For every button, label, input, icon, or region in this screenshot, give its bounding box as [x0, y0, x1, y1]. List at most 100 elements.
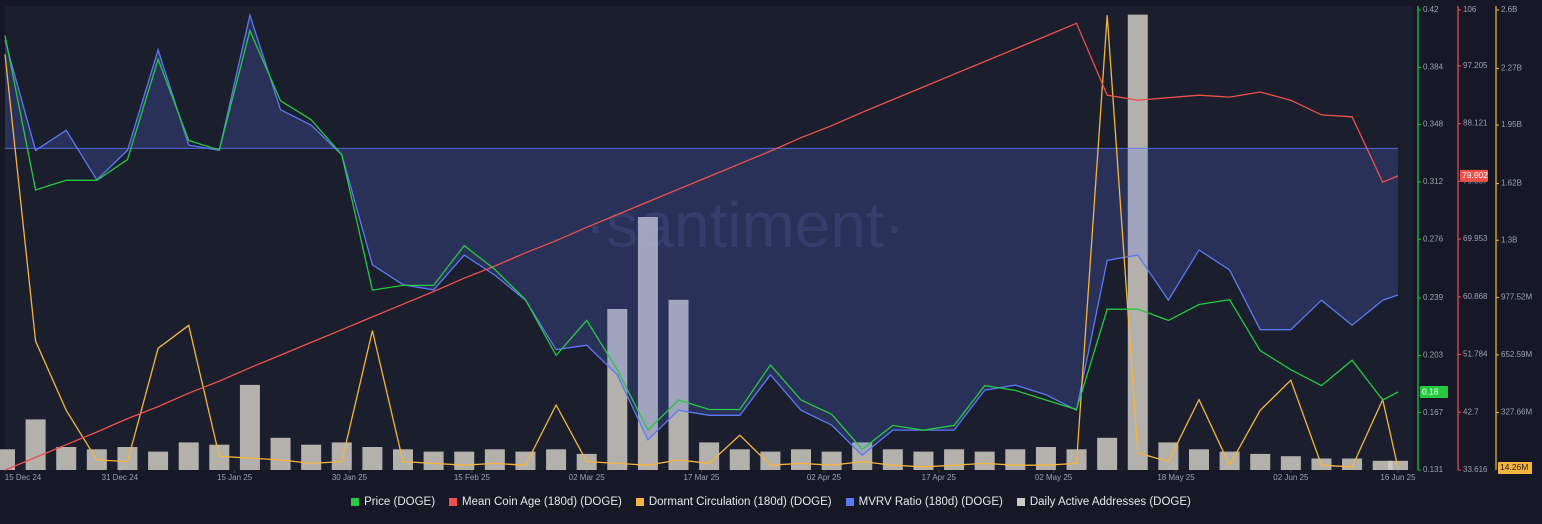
bar — [913, 451, 934, 470]
series-line — [4, 12, 1399, 457]
bar — [1127, 14, 1148, 470]
bar — [239, 384, 260, 470]
bar — [882, 449, 903, 470]
x-tick-label: 15 Dec 24 — [5, 473, 42, 482]
bar — [637, 217, 658, 470]
series-line — [4, 15, 1399, 469]
y-tick-label: 106 — [1463, 5, 1477, 14]
x-tick-label: 02 May 25 — [1035, 473, 1073, 482]
x-tick-label: 02 Jun 25 — [1273, 473, 1309, 482]
value-tag-label: 79.902 — [1462, 170, 1488, 180]
y-tick-label: 0.384 — [1423, 62, 1444, 71]
x-tick-label: 17 Apr 25 — [922, 473, 957, 482]
legend-item[interactable]: Mean Coin Age (180d) (DOGE) — [449, 496, 622, 508]
bar — [362, 447, 383, 470]
y-tick-label: 33.616 — [1463, 465, 1488, 474]
legend: Price (DOGE) Mean Coin Age (180d) (DOGE) D… — [0, 496, 1542, 508]
bar — [1280, 456, 1301, 470]
legend-swatch — [1016, 498, 1025, 506]
y-tick-label: 1.3B — [1501, 235, 1517, 244]
legend-item[interactable]: Price (DOGE) — [351, 496, 435, 508]
x-tick-label: 02 Apr 25 — [807, 473, 842, 482]
y-tick-label: 0.167 — [1423, 408, 1444, 417]
bar — [56, 447, 77, 470]
y-tick-label: 51.784 — [1463, 350, 1488, 359]
bar — [852, 442, 873, 470]
bar — [1342, 458, 1363, 470]
y-tick-label: 42.7 — [1463, 407, 1479, 416]
legend-label: Mean Coin Age (180d) (DOGE) — [462, 496, 622, 508]
y-tick-label: 1.62B — [1501, 179, 1522, 188]
y-tick-label: 0.312 — [1423, 177, 1444, 186]
legend-label: Daily Active Addresses (DOGE) — [1029, 496, 1191, 508]
legend-swatch — [351, 498, 360, 506]
y-tick-label: 0.239 — [1423, 293, 1444, 302]
x-tick-label: 15 Jan 25 — [217, 473, 253, 482]
bar — [484, 449, 505, 470]
value-tag — [1460, 169, 1488, 182]
bar — [331, 442, 352, 470]
bar — [270, 437, 291, 470]
x-tick-label: 15 Feb 25 — [454, 473, 491, 482]
series-line — [4, 28, 1399, 451]
y-tick-label: 0.203 — [1423, 351, 1444, 360]
bar — [1372, 460, 1393, 470]
bar — [515, 451, 536, 470]
legend-item[interactable]: Daily Active Addresses (DOGE) — [1016, 496, 1191, 508]
bar — [454, 451, 475, 470]
value-tag-label: 14.26M — [1500, 462, 1528, 472]
legend-swatch — [635, 498, 644, 506]
bar — [0, 449, 15, 470]
bar — [301, 444, 322, 470]
y-tick-label: 0.276 — [1423, 234, 1444, 243]
bar — [760, 451, 781, 470]
x-tick-label: 16 Jun 25 — [1380, 473, 1416, 482]
series-line — [4, 22, 1399, 471]
bar — [607, 309, 628, 470]
legend-item[interactable]: Dormant Circulation (180d) (DOGE) — [635, 496, 832, 508]
y-tick-label: 97.205 — [1463, 61, 1488, 70]
bar — [1250, 453, 1271, 470]
y-tick-label: 1.95B — [1501, 120, 1522, 129]
y-tick-label: 2.6B — [1501, 5, 1517, 14]
bar — [668, 299, 689, 470]
legend-swatch — [845, 498, 854, 506]
legend-swatch — [449, 498, 458, 506]
bar — [25, 419, 46, 470]
bar — [944, 449, 965, 470]
value-tag — [1498, 461, 1532, 474]
bar — [1219, 451, 1240, 470]
bar — [1035, 447, 1056, 470]
y-tick-label: 69.953 — [1463, 234, 1488, 243]
y-tick-label: 327.66M — [1501, 408, 1532, 417]
bar — [791, 449, 811, 470]
value-tag-label: 0.18 — [1422, 386, 1439, 396]
legend-item[interactable]: MVRV Ratio (180d) (DOGE) — [845, 496, 1003, 508]
bar — [1158, 442, 1179, 470]
x-tick-label: 18 May 25 — [1157, 473, 1195, 482]
x-tick-label: 30 Jan 25 — [332, 473, 368, 482]
chart: ·santiment· 15 Dec 24 31 Dec 24 15 Jan 25 3… — [0, 5, 1533, 483]
bar — [729, 449, 750, 470]
bar — [117, 447, 138, 470]
legend-label: MVRV Ratio (180d) (DOGE) — [858, 496, 1003, 508]
y-tick-label: 88.121 — [1463, 119, 1488, 128]
bar — [1097, 437, 1118, 470]
bar — [1005, 449, 1026, 470]
bar — [209, 444, 230, 470]
bar — [546, 449, 567, 470]
bar — [1189, 449, 1209, 470]
bar — [423, 451, 444, 470]
y-tick-label: 0.348 — [1423, 120, 1444, 129]
bar — [821, 451, 842, 470]
y-tick-label: 0.131 — [1423, 465, 1444, 474]
x-tick-label: 17 Mar 25 — [683, 473, 720, 482]
x-tick-label: 02 Mar 25 — [569, 473, 606, 482]
legend-label: Dormant Circulation (180d) (DOGE) — [648, 496, 832, 508]
y-tick-label: 977.52M — [1501, 292, 1532, 301]
bar — [148, 451, 169, 470]
mvrv-fill — [5, 15, 1398, 456]
legend-label: Price (DOGE) — [364, 496, 436, 508]
y-tick-label: 2.27B — [1501, 64, 1522, 73]
